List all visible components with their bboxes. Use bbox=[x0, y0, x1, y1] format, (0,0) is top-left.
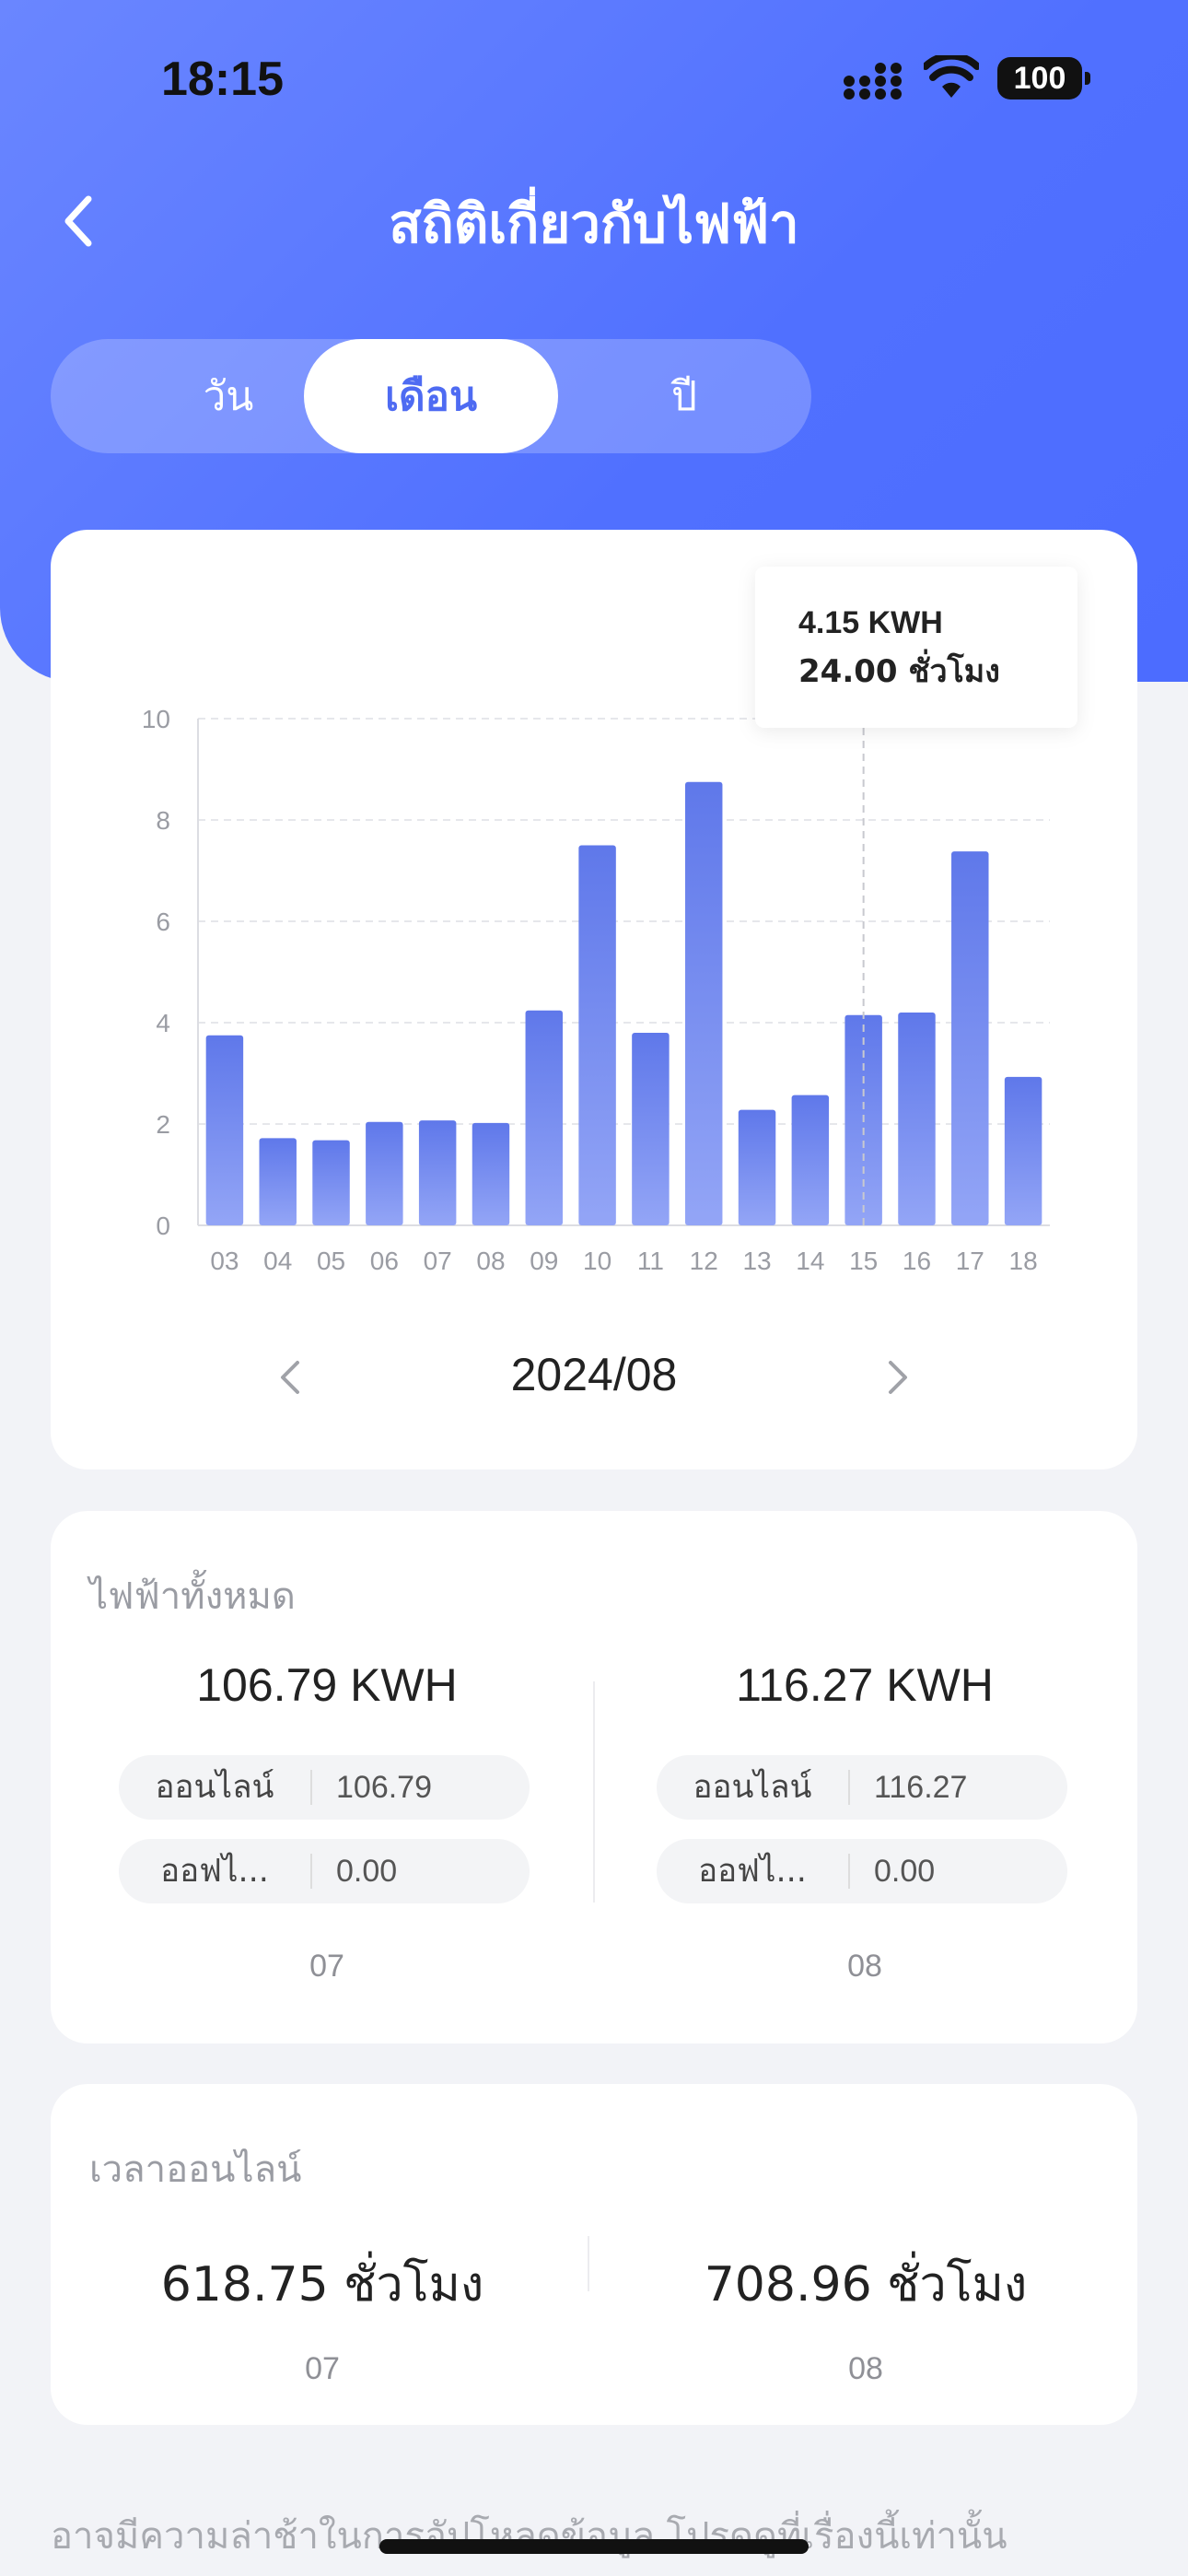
y-tick-label: 0 bbox=[156, 1212, 170, 1240]
bar-12[interactable] bbox=[684, 781, 723, 1225]
online-time-card: เวลาออนไลน์ 618.75 ชั่วโมง 07 708.96 ชั่… bbox=[51, 2084, 1137, 2425]
x-tick-label: 14 bbox=[796, 1247, 824, 1275]
bar-04[interactable] bbox=[259, 1138, 297, 1225]
x-tick-label: 11 bbox=[637, 1247, 664, 1275]
online-hours-value: 708.96 ชั่วโมง bbox=[704, 2257, 1028, 2313]
total-kwh-value: 116.27 KWH bbox=[736, 1659, 994, 1711]
bar-08[interactable] bbox=[472, 1122, 510, 1225]
month-navigator: 2024/08 bbox=[51, 1331, 1137, 1423]
online-hours-month: 07 bbox=[305, 2351, 340, 2386]
tooltip: 4.15 KWH 24.00 ชั่วโมง bbox=[755, 567, 1077, 728]
status-bar: 18:15 100 bbox=[0, 0, 1188, 157]
x-tick-label: 16 bbox=[903, 1247, 931, 1275]
online-label: ออนไลน์ bbox=[155, 1769, 274, 1806]
bar-10[interactable] bbox=[578, 845, 616, 1226]
x-tick-label: 06 bbox=[370, 1247, 399, 1275]
y-tick-label: 8 bbox=[156, 806, 170, 835]
current-period-label: 2024/08 bbox=[510, 1349, 678, 1400]
x-tick-label: 08 bbox=[476, 1247, 505, 1275]
x-tick-label: 09 bbox=[530, 1247, 558, 1275]
online-value: 116.27 bbox=[874, 1770, 968, 1805]
online-time-title: เวลาออนไลน์ bbox=[89, 2149, 302, 2191]
y-tick-label: 10 bbox=[142, 705, 170, 733]
total-power-title: ไฟฟ้าทั้งหมด bbox=[89, 1575, 296, 1618]
previous-month-button[interactable] bbox=[262, 1350, 318, 1405]
pill-divider bbox=[848, 1770, 850, 1805]
y-tick-label: 2 bbox=[156, 1110, 170, 1139]
tooltip-duration: 24.00 ชั่วโมง bbox=[798, 649, 1000, 690]
x-tick-label: 05 bbox=[317, 1247, 345, 1275]
back-button[interactable] bbox=[52, 184, 107, 258]
x-tick-label: 15 bbox=[849, 1247, 878, 1275]
home-indicator bbox=[379, 2539, 809, 2554]
online-value: 106.79 bbox=[336, 1770, 432, 1805]
x-tick-label: 07 bbox=[424, 1247, 452, 1275]
wifi-icon bbox=[924, 55, 979, 98]
total-kwh-value: 106.79 KWH bbox=[196, 1659, 458, 1711]
bar-14[interactable] bbox=[791, 1095, 830, 1225]
upload-delay-footnote: อาจมีความล่าช้าในการอัปโหลดข้อมูล โปรดดู… bbox=[51, 2515, 1007, 2558]
column-divider bbox=[593, 1681, 595, 1903]
page-title: สถิติเกี่ยวกับไฟฟ้า bbox=[389, 193, 799, 255]
offline-pill: ออฟไ... 0.00 bbox=[119, 1839, 530, 1903]
offline-value: 0.00 bbox=[336, 1854, 398, 1889]
chart-card: 0 2 4 6 8 10 03 04 05 06 07 08 09 10 11 12 13 14 15 16 17 18… bbox=[51, 530, 1137, 1469]
tooltip-box bbox=[755, 567, 1077, 728]
online-hours-month: 08 bbox=[848, 2351, 883, 2386]
column-month: 08 bbox=[847, 1949, 882, 1984]
status-time: 18:15 bbox=[161, 53, 284, 106]
offline-label: ออฟไ... bbox=[698, 1853, 807, 1890]
tab-month[interactable]: เดือน bbox=[304, 339, 558, 453]
offline-value: 0.00 bbox=[874, 1854, 936, 1889]
online-label: ออนไลน์ bbox=[693, 1769, 812, 1806]
offline-pill: ออฟไ... 0.00 bbox=[657, 1839, 1067, 1903]
bar-16[interactable] bbox=[898, 1013, 936, 1225]
tooltip-energy: 4.15 KWH bbox=[798, 605, 943, 640]
y-tick-label: 6 bbox=[156, 907, 170, 936]
pill-divider bbox=[848, 1854, 850, 1889]
tab-year[interactable]: ปี bbox=[671, 373, 697, 420]
online-hours-value: 618.75 ชั่วโมง bbox=[160, 2257, 484, 2313]
bar-13[interactable] bbox=[738, 1109, 776, 1225]
battery-icon: 100 bbox=[997, 57, 1090, 100]
x-tick-label: 18 bbox=[1009, 1247, 1038, 1275]
bar-07[interactable] bbox=[418, 1120, 457, 1225]
x-tick-label: 12 bbox=[690, 1247, 718, 1275]
bar-18[interactable] bbox=[1004, 1076, 1042, 1225]
x-tick-label: 10 bbox=[583, 1247, 611, 1275]
bar-09[interactable] bbox=[525, 1010, 564, 1225]
online-pill: ออนไลน์ 106.79 bbox=[119, 1755, 530, 1820]
pill-divider bbox=[310, 1770, 312, 1805]
bar-06[interactable] bbox=[366, 1121, 403, 1225]
bar-17[interactable] bbox=[951, 851, 989, 1225]
tab-day[interactable]: วัน bbox=[203, 373, 254, 420]
column-month: 07 bbox=[309, 1949, 344, 1984]
x-tick-label: 17 bbox=[956, 1247, 984, 1275]
period-segmented-control: วัน เดือน ปี bbox=[51, 339, 811, 453]
bar-11[interactable] bbox=[632, 1033, 670, 1225]
offline-label: ออฟไ... bbox=[160, 1853, 269, 1890]
pill-divider bbox=[310, 1854, 312, 1889]
bar-05[interactable] bbox=[312, 1140, 350, 1225]
x-tick-label: 03 bbox=[210, 1247, 239, 1275]
total-power-card: ไฟฟ้าทั้งหมด 106.79 KWH ออนไลน์ 106.79 อ… bbox=[51, 1511, 1137, 2043]
next-month-button[interactable] bbox=[870, 1350, 926, 1405]
cellular-signal-icon bbox=[844, 63, 902, 100]
column-divider bbox=[588, 2236, 589, 2291]
online-pill: ออนไลน์ 116.27 bbox=[657, 1755, 1067, 1820]
x-tick-label: 13 bbox=[742, 1247, 771, 1275]
y-tick-label: 4 bbox=[156, 1009, 170, 1037]
x-tick-label: 04 bbox=[263, 1247, 292, 1275]
energy-bar-chart[interactable]: 0 2 4 6 8 10 03 04 05 06 07 08 09 10 11 12 13 14 15 16 17 18… bbox=[51, 530, 1137, 1322]
bar-03[interactable] bbox=[205, 1035, 244, 1225]
